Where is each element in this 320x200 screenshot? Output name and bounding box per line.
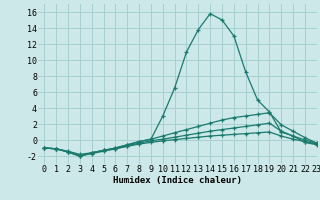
X-axis label: Humidex (Indice chaleur): Humidex (Indice chaleur) bbox=[113, 176, 242, 185]
